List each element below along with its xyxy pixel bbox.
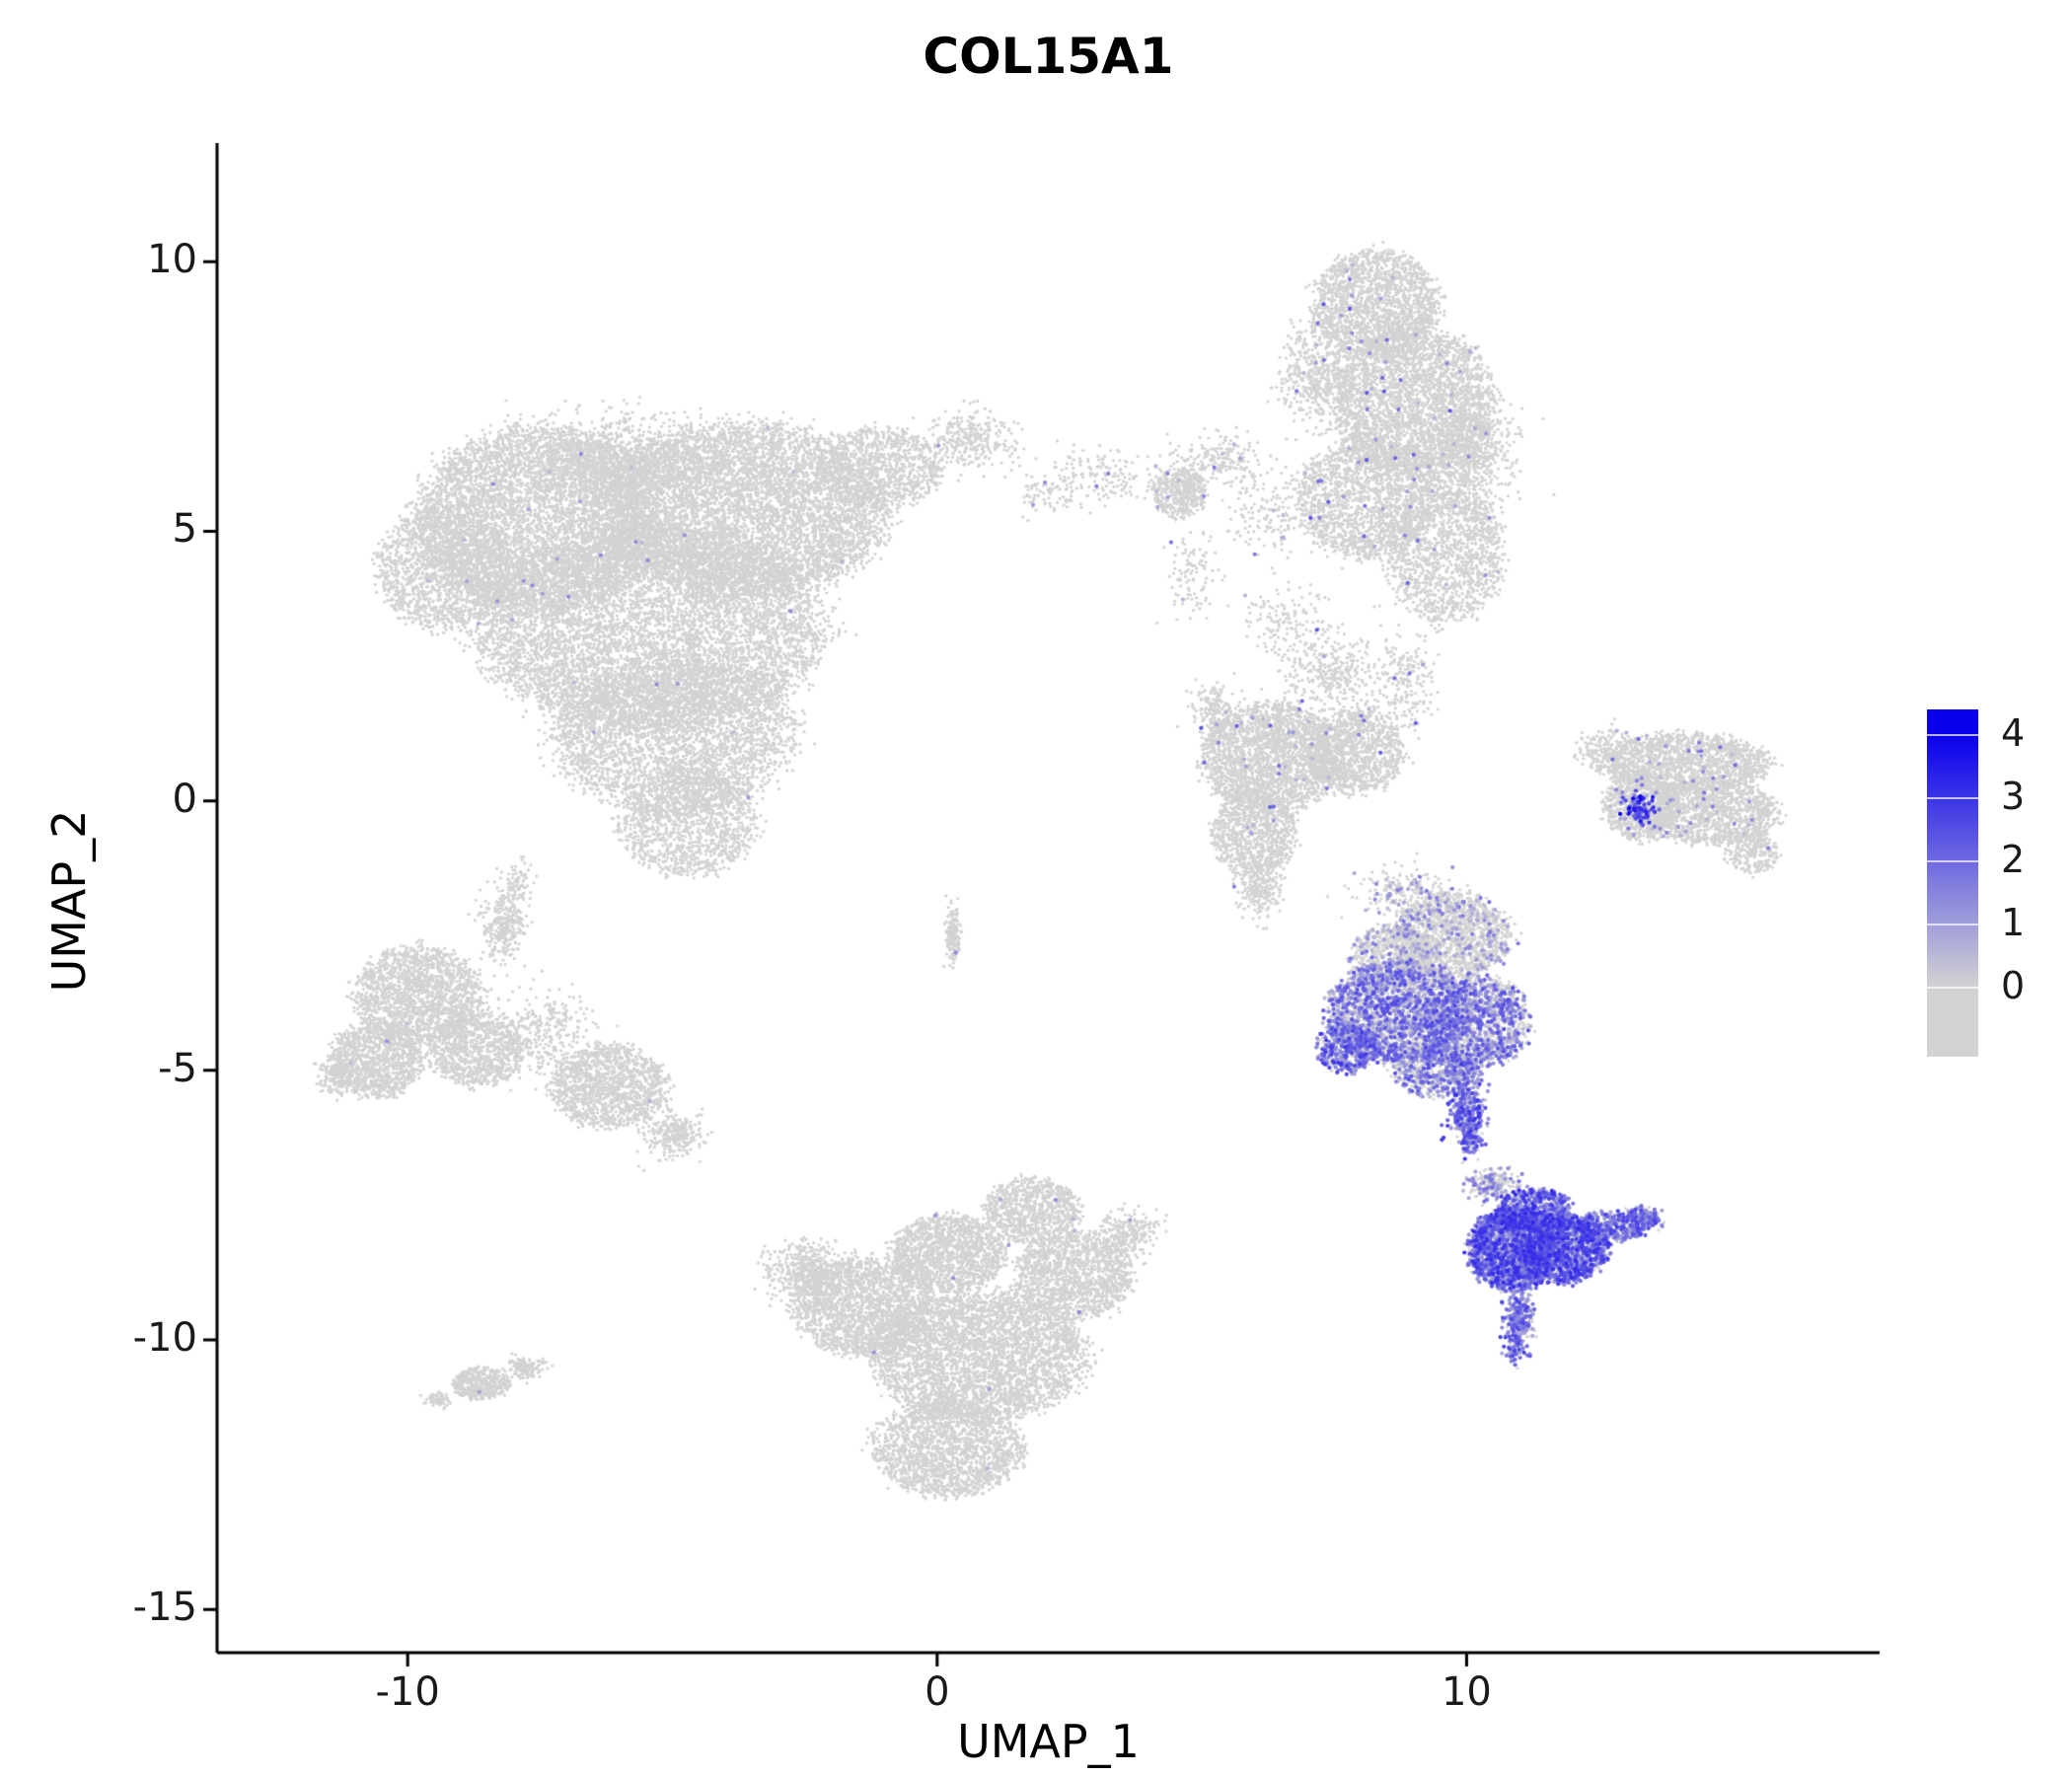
colorbar-tick-label: 3 bbox=[2001, 775, 2026, 818]
y-tick-label: -15 bbox=[132, 1585, 197, 1631]
colorbar-gradient bbox=[1927, 709, 1978, 1057]
x-tick-label: 10 bbox=[1441, 1669, 1492, 1715]
colorbar-tick-label: 0 bbox=[2001, 964, 2026, 1007]
colorbar-tick-label: 2 bbox=[2001, 838, 2026, 881]
colorbar-tick-mark bbox=[1927, 924, 1978, 925]
plot-title: COL15A1 bbox=[923, 28, 1174, 85]
colorbar-tick-mark bbox=[1927, 734, 1978, 736]
y-tick-label: 5 bbox=[172, 506, 197, 553]
colorbar-tick-mark bbox=[1927, 987, 1978, 989]
colorbar-tick-label: 1 bbox=[2001, 901, 2026, 944]
x-axis-label: UMAP_1 bbox=[957, 1715, 1140, 1768]
x-tick-label: -10 bbox=[375, 1669, 440, 1715]
y-tick-label: 0 bbox=[172, 776, 197, 822]
colorbar-tick-mark bbox=[1927, 860, 1978, 862]
colorbar-tick-mark bbox=[1927, 797, 1978, 799]
y-tick-label: -10 bbox=[132, 1315, 197, 1362]
y-tick-label: -5 bbox=[158, 1045, 197, 1091]
y-tick-label: 10 bbox=[147, 237, 197, 283]
colorbar-tick-label: 4 bbox=[2001, 711, 2026, 755]
x-tick-label: 0 bbox=[925, 1669, 950, 1715]
